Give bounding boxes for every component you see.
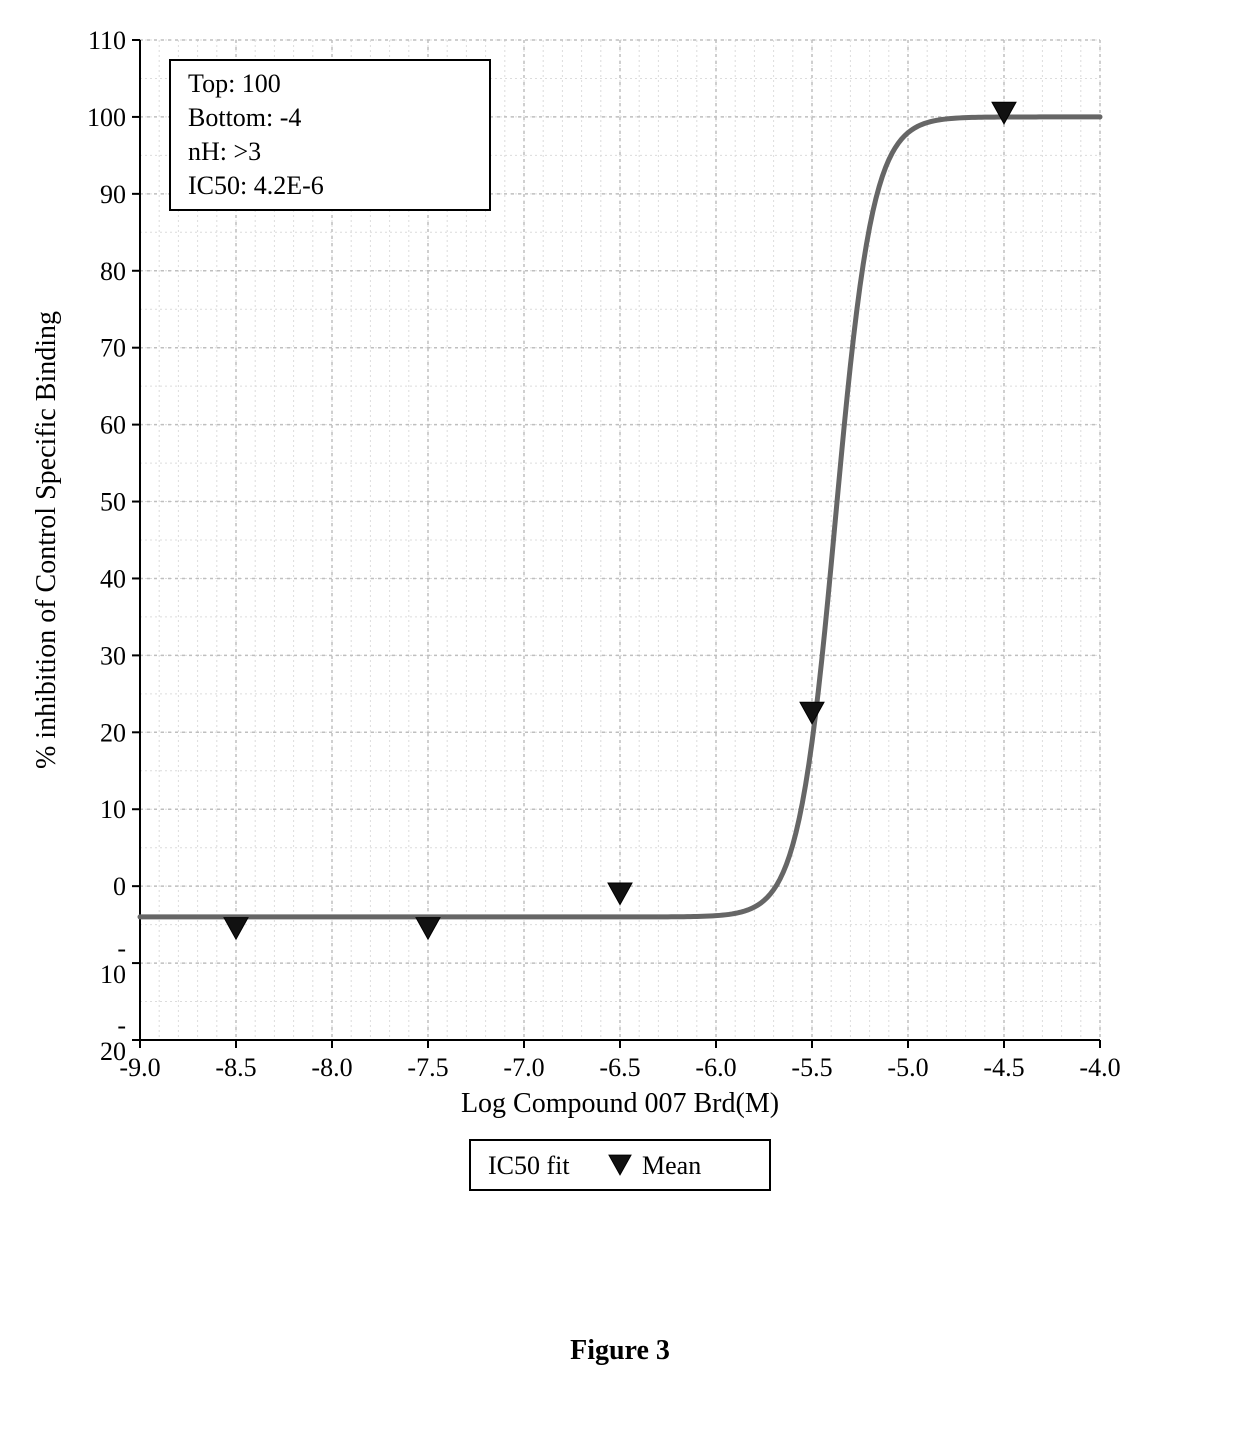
svg-text:-7.0: -7.0: [503, 1053, 544, 1082]
svg-text:100: 100: [87, 103, 126, 132]
svg-text:10: 10: [100, 795, 126, 824]
svg-text:30: 30: [100, 641, 126, 670]
figure-caption: Figure 3: [20, 1335, 1220, 1367]
annotation-line: nH: >3: [188, 137, 261, 166]
y-axis-label: % inhibition of Control Specific Binding: [31, 311, 62, 769]
svg-text:-5.5: -5.5: [791, 1053, 832, 1082]
annotation-line: IC50: 4.2E-6: [188, 171, 324, 200]
annotation-line: Top: 100: [188, 69, 281, 98]
annotation-line: Bottom: -4: [188, 103, 301, 132]
svg-text:-6.5: -6.5: [599, 1053, 640, 1082]
svg-text:80: 80: [100, 257, 126, 286]
svg-text:60: 60: [100, 411, 126, 440]
dose-response-chart: -20-100102030405060708090100110-9.0-8.5-…: [20, 20, 1220, 1367]
svg-text:-8.0: -8.0: [311, 1053, 352, 1082]
x-axis-label: Log Compound 007 Brd(M): [461, 1088, 779, 1119]
svg-text:20: 20: [100, 718, 126, 747]
svg-text:90: 90: [100, 180, 126, 209]
svg-text:-6.0: -6.0: [695, 1053, 736, 1082]
legend-fit-label: IC50 fit: [488, 1151, 570, 1180]
svg-text:-4.0: -4.0: [1079, 1053, 1120, 1082]
svg-text:-9.0: -9.0: [119, 1053, 160, 1082]
svg-text:110: 110: [88, 26, 126, 55]
svg-text:50: 50: [100, 488, 126, 517]
svg-text:-5.0: -5.0: [887, 1053, 928, 1082]
svg-text:40: 40: [100, 564, 126, 593]
svg-text:70: 70: [100, 334, 126, 363]
chart-svg: -20-100102030405060708090100110-9.0-8.5-…: [20, 20, 1120, 1250]
svg-text:-4.5: -4.5: [983, 1053, 1024, 1082]
svg-text:0: 0: [113, 872, 126, 901]
legend-mean-label: Mean: [642, 1151, 701, 1180]
svg-text:-7.5: -7.5: [407, 1053, 448, 1082]
svg-text:-8.5: -8.5: [215, 1053, 256, 1082]
